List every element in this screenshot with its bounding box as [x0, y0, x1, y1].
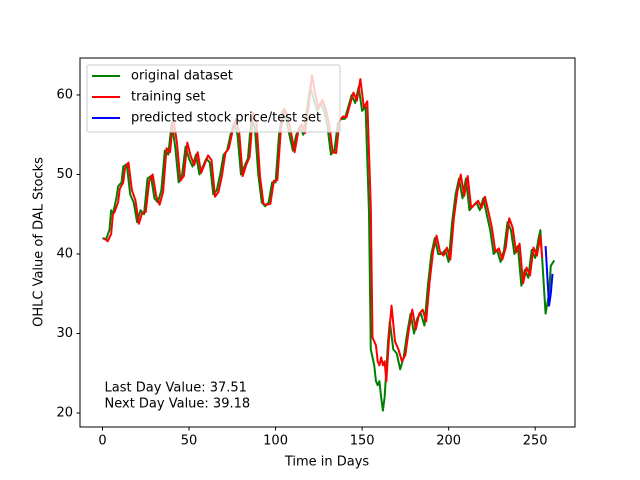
series-line [544, 245, 554, 307]
y-tick-label: 40 [56, 246, 73, 261]
x-tick-label: 100 [263, 434, 288, 449]
y-tick-label: 20 [56, 406, 73, 421]
x-axis-label: Time in Days [284, 455, 370, 470]
legend-label: predicted stock price/test set [131, 111, 321, 126]
x-tick-label: 200 [436, 434, 461, 449]
x-tick-label: 250 [523, 434, 548, 449]
annotation: Last Day Value: 37.51 [105, 381, 247, 396]
legend-box [86, 64, 341, 133]
x-tick-label: 150 [350, 434, 375, 449]
y-tick-label: 30 [56, 326, 73, 341]
annotation: Next Day Value: 39.18 [105, 397, 251, 412]
x-tick-label: 50 [181, 434, 198, 449]
series-line [102, 86, 556, 412]
y-tick-label: 60 [56, 87, 73, 102]
legend-label: training set [131, 90, 205, 105]
legend-label: original dataset [131, 69, 233, 84]
x-tick-label: 0 [98, 434, 106, 449]
y-tick-label: 50 [56, 167, 73, 182]
plot-frame [79, 57, 576, 428]
y-axis-label: OHLC Value of DAL Stocks [32, 157, 47, 327]
